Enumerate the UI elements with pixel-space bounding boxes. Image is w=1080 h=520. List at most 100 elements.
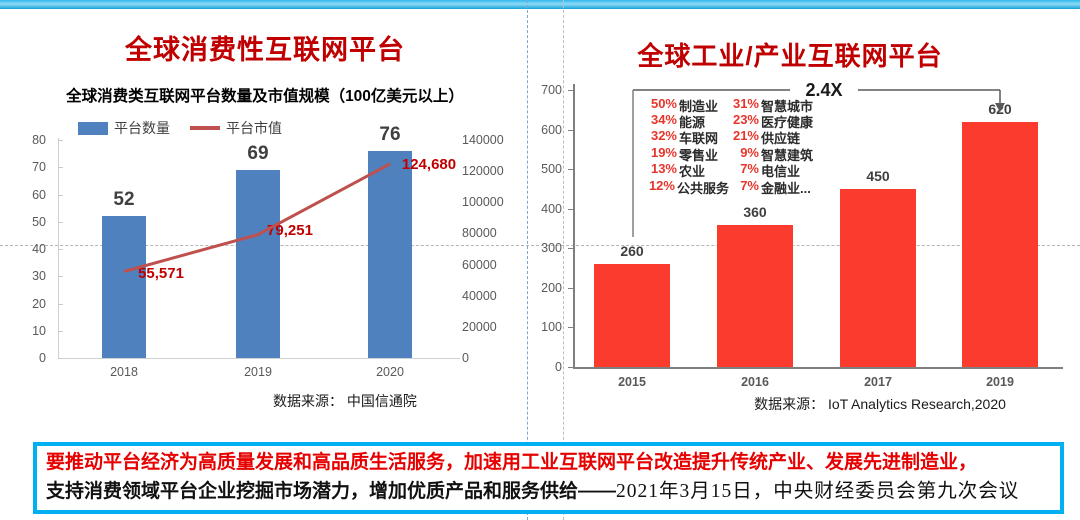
industry-share-name: 供应链: [761, 131, 801, 147]
platform-count-value: 69: [247, 142, 269, 164]
vertical-guide-line-gray: [563, 0, 564, 520]
platform-count-bar: [102, 216, 146, 358]
secondary-axis-tick-label: 140000: [462, 133, 504, 147]
quote-line-1: 要推动平台经济为高质量发展和高品质生活服务，加速用工业互联网平台改造提升传统产业…: [46, 448, 1051, 477]
secondary-axis-tick-label: 40000: [462, 288, 497, 303]
industry-share-name: 医疗健康: [761, 115, 814, 131]
consumer-data-source: 数据来源： 中国信通院: [273, 393, 417, 409]
market-value-line: [123, 162, 391, 273]
right-axis-tick-label: 200: [541, 280, 562, 295]
vertical-guide-line-blue: [527, 0, 528, 520]
industry-share-name: 农业: [679, 164, 706, 180]
left-x-category-label: 2019: [244, 365, 272, 379]
left-axis-tick-label: 70: [32, 160, 46, 175]
left-axis-tick-label: 50: [32, 214, 46, 229]
industrial-platform-bar: [840, 188, 916, 367]
legend-item-line: 平台市值: [190, 118, 282, 138]
industry-share-pct: 32%: [650, 128, 677, 144]
line-legend-swatch: [190, 126, 220, 130]
right-axis-tick-label: 700: [541, 83, 562, 97]
right-axis-tick: [568, 327, 573, 329]
left-axis-tick: [58, 276, 63, 278]
industry-share-cell: 7% 金融业...: [729, 178, 841, 197]
left-axis-tick: [58, 303, 63, 305]
industrial-platform-bar: [594, 264, 670, 367]
left-y-axis-line: [58, 138, 59, 358]
platform-count-value: 76: [379, 123, 401, 145]
secondary-axis-tick-label: 60000: [462, 257, 497, 272]
industry-share-name: 电信业: [761, 164, 801, 180]
market-value-label: 55,571: [138, 265, 184, 283]
industry-share-name: 金融业...: [761, 180, 811, 196]
legend-bar-label: 平台数量: [114, 120, 170, 136]
industry-share-cell: 31% 智慧城市: [729, 96, 841, 115]
industry-share-cell: 50% 制造业: [641, 96, 729, 115]
right-axis-tick: [568, 287, 573, 289]
industry-share-row: 13% 农业 7% 电信业: [641, 161, 841, 180]
industry-share-pct: 7%: [740, 161, 759, 177]
industry-share-name: 智慧城市: [761, 98, 814, 114]
left-axis-tick-label: 40: [32, 242, 46, 256]
industrial-platform-value: 260: [620, 243, 644, 260]
industry-share-pct: 31%: [732, 95, 759, 111]
quote-line1-text: 要推动平台经济为高质量发展和高品质生活服务，加速用工业互联网平台改造提升传统产业…: [46, 452, 978, 473]
right-axis-tick-label: 400: [541, 201, 562, 216]
industry-share-pct: 7%: [740, 177, 759, 193]
industry-share-pct: 50%: [650, 95, 677, 111]
left-axis-tick-label: 20: [32, 296, 46, 311]
industry-share-cell: 21% 供应链: [729, 128, 841, 147]
industry-share-cell: 7% 电信业: [729, 161, 841, 180]
market-value-label: 124,680: [401, 155, 457, 173]
left-axis-tick: [58, 249, 63, 250]
annotation-arrow-head: [995, 103, 1005, 112]
industry-share-cell: 9% 智慧建筑: [729, 145, 841, 164]
industry-share-cell: 13% 农业: [641, 161, 729, 180]
quote-dash: ——: [578, 481, 617, 502]
left-axis-tick: [58, 358, 63, 359]
industrial-platform-value: 450: [866, 167, 890, 184]
right-axis-tick-label: 0: [555, 360, 562, 374]
industry-share-pct: 9%: [740, 144, 759, 160]
left-axis-tick-label: 80: [32, 133, 46, 147]
right-x-category-label: 2016: [741, 375, 769, 389]
left-x-category-label: 2020: [376, 365, 404, 379]
right-axis-tick: [568, 367, 573, 368]
platform-count-value: 52: [113, 189, 135, 211]
industry-share-cell: 12% 公共服务: [641, 178, 729, 197]
right-x-category-label: 2015: [618, 375, 646, 389]
right-x-category-label: 2019: [986, 375, 1014, 389]
industrial-data-source: 数据来源： IoT Analytics Research,2020: [754, 396, 1006, 412]
industry-share-list: 50% 制造业 31% 智慧城市 34% 能源 23% 医疗健康 32% 车联网 21% 供应链 19%…: [641, 96, 841, 197]
platform-count-bar: [368, 150, 412, 358]
left-x-axis-line: [58, 358, 460, 359]
industry-share-row: 32% 车联网 21% 供应链: [641, 128, 841, 147]
industry-share-pct: 34%: [650, 112, 677, 128]
left-axis-tick-label: 30: [32, 269, 46, 284]
industry-share-name: 制造业: [679, 98, 719, 114]
industry-share-pct: 19%: [650, 144, 677, 160]
left-axis-tick: [58, 194, 63, 196]
legend-item-bar: 平台数量: [78, 118, 170, 138]
top-accent-bar: [0, 0, 1080, 9]
right-axis-tick: [568, 169, 573, 171]
market-value-label: 79,251: [267, 221, 313, 239]
consumer-chart-subtitle: 全球消费类互联网平台数量及市值规模（100亿美元以上）: [66, 88, 464, 105]
industry-share-name: 公共服务: [676, 180, 729, 196]
right-x-category-label: 2017: [864, 375, 892, 389]
industry-share-row: 12% 公共服务 7% 金融业...: [641, 178, 841, 197]
right-axis-tick: [568, 248, 573, 250]
industry-share-row: 50% 制造业 31% 智慧城市: [641, 96, 841, 115]
quote-citation: 2021年3月15日，中央财经委员会第九次会议: [616, 481, 1020, 502]
right-axis-tick: [568, 208, 573, 210]
industry-share-name: 零售业: [679, 147, 719, 163]
industrial-platform-value: 360: [743, 203, 767, 220]
industry-share-cell: 23% 医疗健康: [729, 112, 841, 131]
industry-share-name: 车联网: [679, 131, 719, 147]
secondary-axis-tick-label: 120000: [462, 164, 504, 179]
secondary-axis-tick-label: 100000: [462, 195, 504, 210]
industry-share-name: 智慧建筑: [761, 147, 814, 163]
quote-box: 要推动平台经济为高质量发展和高品质生活服务，加速用工业互联网平台改造提升传统产业…: [33, 442, 1064, 514]
growth-multiple-annotation: 2.4X: [805, 80, 843, 100]
